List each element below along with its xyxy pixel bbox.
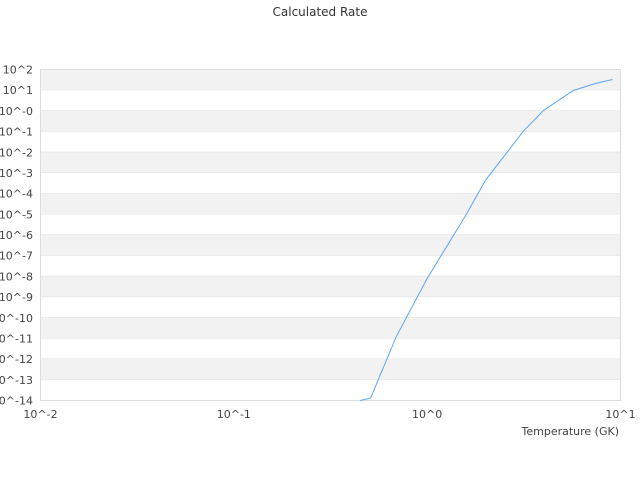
x-tick-label: 10^0 (412, 408, 442, 421)
plot-frame (40, 69, 621, 401)
x-tick-label: 10^1 (605, 408, 635, 421)
x-axis-label: Temperature (GK) (521, 425, 620, 438)
grid-band (40, 235, 621, 256)
y-tick-label: 10^-0 (0, 105, 33, 118)
y-tick-label: 10^-11 (0, 332, 33, 345)
y-tick-label: 10^-8 (0, 270, 33, 283)
y-tick-label: 10^-14 (0, 395, 33, 408)
y-tick-label: 10^-12 (0, 353, 33, 366)
grid-band (40, 317, 621, 339)
series-line (359, 79, 613, 401)
y-axis: 10^2 10^1 10^-0 10^-1 10^-2 10^-3 10^-4 10^-5 10… (0, 64, 33, 408)
y-tick-label: 10^-10 (0, 312, 33, 325)
grid-band (40, 214, 621, 235)
grid-band (40, 69, 621, 91)
x-tick-label: 10^-1 (217, 408, 251, 421)
grid-band (40, 172, 621, 194)
grid-band (40, 90, 621, 111)
y-tick-label: 10^-7 (0, 250, 33, 263)
grid-band (40, 379, 621, 401)
y-tick-label: 10^-1 (0, 126, 33, 139)
grid-band (40, 110, 621, 132)
y-tick-label: 10^2 (3, 64, 33, 77)
grid-band (40, 193, 621, 215)
grid-band (40, 276, 621, 298)
grid-band (40, 152, 621, 173)
y-tick-label: 10^-3 (0, 167, 33, 180)
y-tick-label: 10^-6 (0, 229, 33, 242)
grid-band (40, 255, 621, 277)
y-tick-label: 10^-2 (0, 146, 33, 159)
y-tick-label: 10^1 (3, 84, 33, 97)
y-tick-label: 10^-4 (0, 188, 33, 201)
y-tick-label: 10^-9 (0, 291, 33, 304)
grid-band (40, 297, 621, 318)
y-tick-label: 10^-13 (0, 374, 33, 387)
grid-band (40, 359, 621, 380)
grid-band (40, 338, 621, 360)
grid-bands (40, 69, 621, 401)
grid-band (40, 131, 621, 153)
chart-title: Calculated Rate (273, 5, 368, 19)
x-tick-label: 10^-2 (23, 408, 57, 421)
y-tick-label: 10^-5 (0, 208, 33, 221)
x-axis: 10^-2 10^-1 10^0 10^1 (23, 408, 635, 421)
